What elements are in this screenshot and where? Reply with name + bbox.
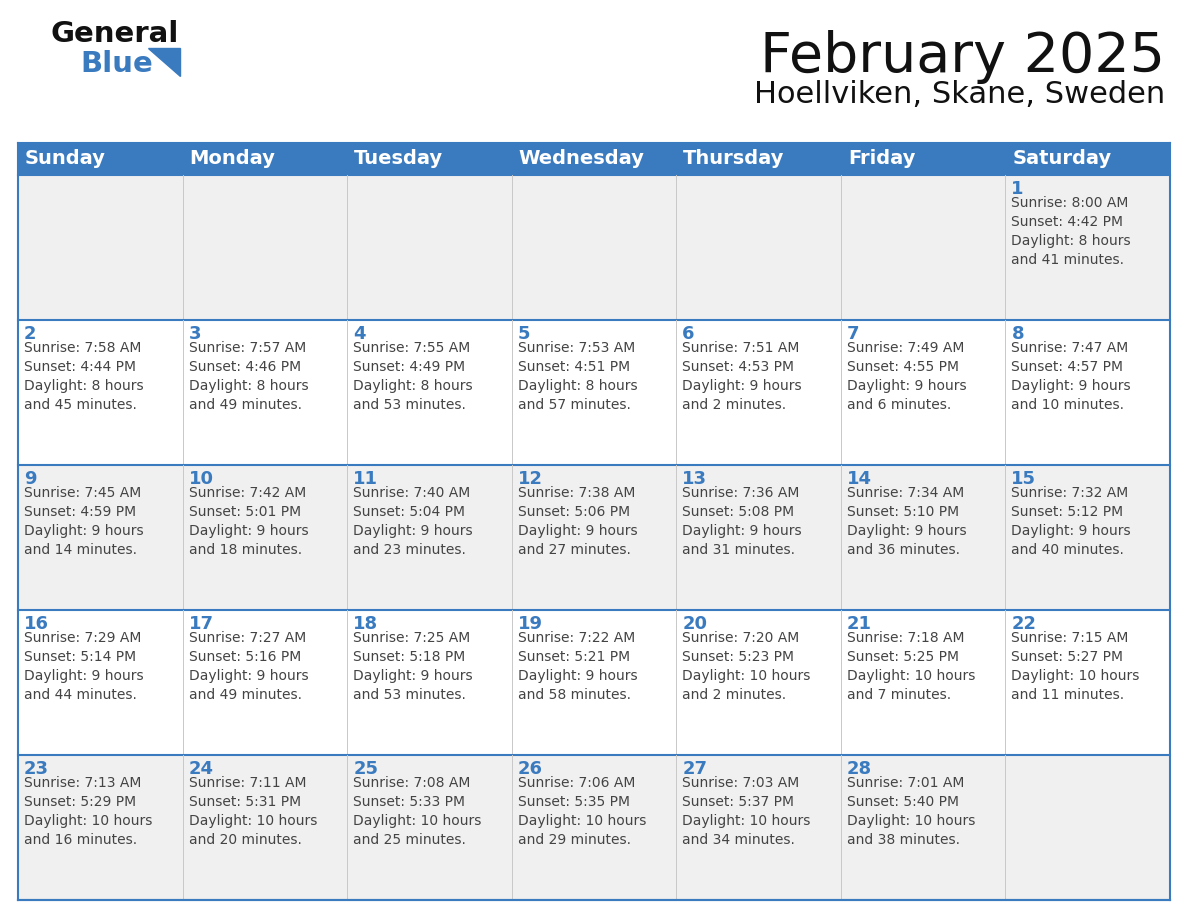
Text: 4: 4 bbox=[353, 325, 366, 343]
Text: Wednesday: Wednesday bbox=[519, 150, 645, 169]
Text: 26: 26 bbox=[518, 760, 543, 778]
Text: February 2025: February 2025 bbox=[760, 30, 1165, 84]
Text: Friday: Friday bbox=[848, 150, 915, 169]
Text: 20: 20 bbox=[682, 615, 707, 633]
Text: 14: 14 bbox=[847, 470, 872, 488]
Text: 27: 27 bbox=[682, 760, 707, 778]
Text: Sunrise: 7:25 AM
Sunset: 5:18 PM
Daylight: 9 hours
and 53 minutes.: Sunrise: 7:25 AM Sunset: 5:18 PM Dayligh… bbox=[353, 631, 473, 702]
Text: 19: 19 bbox=[518, 615, 543, 633]
Text: 5: 5 bbox=[518, 325, 530, 343]
Text: General: General bbox=[50, 20, 178, 48]
Text: 22: 22 bbox=[1011, 615, 1036, 633]
Text: 13: 13 bbox=[682, 470, 707, 488]
Text: 6: 6 bbox=[682, 325, 695, 343]
Text: 1: 1 bbox=[1011, 180, 1024, 198]
Text: 15: 15 bbox=[1011, 470, 1036, 488]
Text: Sunrise: 8:00 AM
Sunset: 4:42 PM
Daylight: 8 hours
and 41 minutes.: Sunrise: 8:00 AM Sunset: 4:42 PM Dayligh… bbox=[1011, 196, 1131, 267]
Text: 17: 17 bbox=[189, 615, 214, 633]
Text: Sunrise: 7:38 AM
Sunset: 5:06 PM
Daylight: 9 hours
and 27 minutes.: Sunrise: 7:38 AM Sunset: 5:06 PM Dayligh… bbox=[518, 486, 637, 557]
Text: Sunrise: 7:18 AM
Sunset: 5:25 PM
Daylight: 10 hours
and 7 minutes.: Sunrise: 7:18 AM Sunset: 5:25 PM Dayligh… bbox=[847, 631, 975, 702]
Text: Hoellviken, Skane, Sweden: Hoellviken, Skane, Sweden bbox=[753, 80, 1165, 109]
Text: Sunrise: 7:53 AM
Sunset: 4:51 PM
Daylight: 8 hours
and 57 minutes.: Sunrise: 7:53 AM Sunset: 4:51 PM Dayligh… bbox=[518, 341, 637, 412]
Text: Sunrise: 7:29 AM
Sunset: 5:14 PM
Daylight: 9 hours
and 44 minutes.: Sunrise: 7:29 AM Sunset: 5:14 PM Dayligh… bbox=[24, 631, 144, 702]
Bar bbox=[18, 320, 1170, 465]
Text: Sunday: Sunday bbox=[25, 150, 106, 169]
Text: 16: 16 bbox=[24, 615, 49, 633]
Text: Tuesday: Tuesday bbox=[354, 150, 443, 169]
Text: 7: 7 bbox=[847, 325, 859, 343]
Text: Sunrise: 7:47 AM
Sunset: 4:57 PM
Daylight: 9 hours
and 10 minutes.: Sunrise: 7:47 AM Sunset: 4:57 PM Dayligh… bbox=[1011, 341, 1131, 412]
Text: 12: 12 bbox=[518, 470, 543, 488]
Bar bbox=[18, 143, 1170, 175]
Text: Sunrise: 7:22 AM
Sunset: 5:21 PM
Daylight: 9 hours
and 58 minutes.: Sunrise: 7:22 AM Sunset: 5:21 PM Dayligh… bbox=[518, 631, 637, 702]
Text: Sunrise: 7:58 AM
Sunset: 4:44 PM
Daylight: 8 hours
and 45 minutes.: Sunrise: 7:58 AM Sunset: 4:44 PM Dayligh… bbox=[24, 341, 144, 412]
Text: Sunrise: 7:57 AM
Sunset: 4:46 PM
Daylight: 8 hours
and 49 minutes.: Sunrise: 7:57 AM Sunset: 4:46 PM Dayligh… bbox=[189, 341, 308, 412]
Text: Saturday: Saturday bbox=[1012, 150, 1112, 169]
Text: Sunrise: 7:36 AM
Sunset: 5:08 PM
Daylight: 9 hours
and 31 minutes.: Sunrise: 7:36 AM Sunset: 5:08 PM Dayligh… bbox=[682, 486, 802, 557]
Text: 2: 2 bbox=[24, 325, 37, 343]
Text: Sunrise: 7:55 AM
Sunset: 4:49 PM
Daylight: 8 hours
and 53 minutes.: Sunrise: 7:55 AM Sunset: 4:49 PM Dayligh… bbox=[353, 341, 473, 412]
Text: Sunrise: 7:08 AM
Sunset: 5:33 PM
Daylight: 10 hours
and 25 minutes.: Sunrise: 7:08 AM Sunset: 5:33 PM Dayligh… bbox=[353, 776, 481, 846]
Bar bbox=[18, 755, 1170, 900]
Text: 9: 9 bbox=[24, 470, 37, 488]
Text: 18: 18 bbox=[353, 615, 378, 633]
Text: Sunrise: 7:42 AM
Sunset: 5:01 PM
Daylight: 9 hours
and 18 minutes.: Sunrise: 7:42 AM Sunset: 5:01 PM Dayligh… bbox=[189, 486, 308, 557]
Text: Blue: Blue bbox=[80, 50, 153, 78]
Text: Sunrise: 7:20 AM
Sunset: 5:23 PM
Daylight: 10 hours
and 2 minutes.: Sunrise: 7:20 AM Sunset: 5:23 PM Dayligh… bbox=[682, 631, 810, 702]
Text: Sunrise: 7:06 AM
Sunset: 5:35 PM
Daylight: 10 hours
and 29 minutes.: Sunrise: 7:06 AM Sunset: 5:35 PM Dayligh… bbox=[518, 776, 646, 846]
Text: Sunrise: 7:32 AM
Sunset: 5:12 PM
Daylight: 9 hours
and 40 minutes.: Sunrise: 7:32 AM Sunset: 5:12 PM Dayligh… bbox=[1011, 486, 1131, 557]
Text: 8: 8 bbox=[1011, 325, 1024, 343]
Text: Thursday: Thursday bbox=[683, 150, 784, 169]
Text: 23: 23 bbox=[24, 760, 49, 778]
Text: Sunrise: 7:15 AM
Sunset: 5:27 PM
Daylight: 10 hours
and 11 minutes.: Sunrise: 7:15 AM Sunset: 5:27 PM Dayligh… bbox=[1011, 631, 1139, 702]
Text: Sunrise: 7:03 AM
Sunset: 5:37 PM
Daylight: 10 hours
and 34 minutes.: Sunrise: 7:03 AM Sunset: 5:37 PM Dayligh… bbox=[682, 776, 810, 846]
Text: Sunrise: 7:27 AM
Sunset: 5:16 PM
Daylight: 9 hours
and 49 minutes.: Sunrise: 7:27 AM Sunset: 5:16 PM Dayligh… bbox=[189, 631, 308, 702]
Text: Sunrise: 7:40 AM
Sunset: 5:04 PM
Daylight: 9 hours
and 23 minutes.: Sunrise: 7:40 AM Sunset: 5:04 PM Dayligh… bbox=[353, 486, 473, 557]
Text: Sunrise: 7:51 AM
Sunset: 4:53 PM
Daylight: 9 hours
and 2 minutes.: Sunrise: 7:51 AM Sunset: 4:53 PM Dayligh… bbox=[682, 341, 802, 412]
Text: 11: 11 bbox=[353, 470, 378, 488]
Text: 3: 3 bbox=[189, 325, 201, 343]
Text: Sunrise: 7:45 AM
Sunset: 4:59 PM
Daylight: 9 hours
and 14 minutes.: Sunrise: 7:45 AM Sunset: 4:59 PM Dayligh… bbox=[24, 486, 144, 557]
Text: 28: 28 bbox=[847, 760, 872, 778]
Text: Sunrise: 7:13 AM
Sunset: 5:29 PM
Daylight: 10 hours
and 16 minutes.: Sunrise: 7:13 AM Sunset: 5:29 PM Dayligh… bbox=[24, 776, 152, 846]
Text: Monday: Monday bbox=[190, 150, 276, 169]
Text: Sunrise: 7:11 AM
Sunset: 5:31 PM
Daylight: 10 hours
and 20 minutes.: Sunrise: 7:11 AM Sunset: 5:31 PM Dayligh… bbox=[189, 776, 317, 846]
Text: 21: 21 bbox=[847, 615, 872, 633]
Text: 24: 24 bbox=[189, 760, 214, 778]
Text: Sunrise: 7:34 AM
Sunset: 5:10 PM
Daylight: 9 hours
and 36 minutes.: Sunrise: 7:34 AM Sunset: 5:10 PM Dayligh… bbox=[847, 486, 967, 557]
Bar bbox=[18, 175, 1170, 320]
Bar bbox=[18, 465, 1170, 610]
Text: 25: 25 bbox=[353, 760, 378, 778]
Text: 10: 10 bbox=[189, 470, 214, 488]
Polygon shape bbox=[148, 48, 181, 76]
Text: Sunrise: 7:49 AM
Sunset: 4:55 PM
Daylight: 9 hours
and 6 minutes.: Sunrise: 7:49 AM Sunset: 4:55 PM Dayligh… bbox=[847, 341, 967, 412]
Bar bbox=[18, 610, 1170, 755]
Text: Sunrise: 7:01 AM
Sunset: 5:40 PM
Daylight: 10 hours
and 38 minutes.: Sunrise: 7:01 AM Sunset: 5:40 PM Dayligh… bbox=[847, 776, 975, 846]
